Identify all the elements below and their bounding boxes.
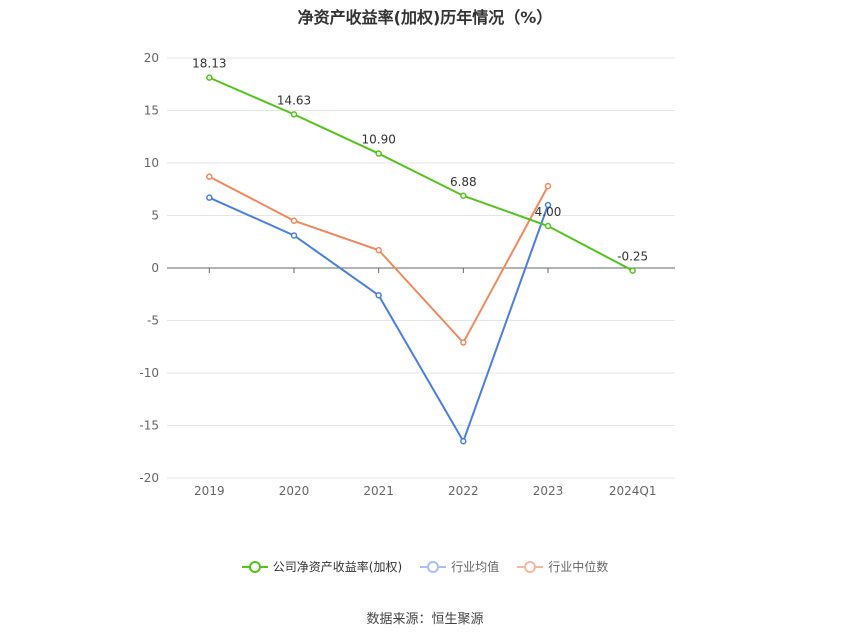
y-tick-label: 5 <box>151 209 159 223</box>
y-tick-label: -5 <box>147 314 159 328</box>
y-tick-label: 20 <box>144 51 159 65</box>
data-label: -0.25 <box>617 250 648 264</box>
legend-item-industry-median[interactable]: 行业中位数 <box>517 558 608 575</box>
x-tick-label: 2024Q1 <box>609 484 657 498</box>
chart-legend: 公司净资产收益率(加权) 行业均值 行业中位数 <box>0 558 850 575</box>
data-point <box>375 246 382 254</box>
data-point <box>375 292 382 299</box>
series-line <box>208 175 549 345</box>
x-tick-label: 2023 <box>533 484 564 498</box>
data-point <box>375 150 382 157</box>
data-point <box>460 339 467 346</box>
data-point <box>460 192 467 200</box>
data-label: 6.88 <box>450 175 477 189</box>
series-line <box>208 76 634 272</box>
data-point <box>544 222 552 230</box>
legend-line-icon <box>517 560 544 574</box>
x-tick-label: 2022 <box>448 484 479 498</box>
x-tick-label: 2020 <box>279 484 310 498</box>
x-tick-label: 2021 <box>363 484 394 498</box>
legend-label: 公司净资产收益率(加权) <box>272 560 403 574</box>
legend-item-industry-mean[interactable]: 行业均值 <box>420 558 499 575</box>
chart-title: 净资产收益率(加权)历年情况（%） <box>297 8 553 27</box>
data-label: 14.63 <box>277 93 311 107</box>
data-label: 10.90 <box>361 133 395 147</box>
y-tick-label: 15 <box>144 104 159 118</box>
legend-line-icon <box>241 560 268 574</box>
data-label: 4.00 <box>535 205 562 219</box>
data-point <box>206 173 213 180</box>
y-tick-label: 10 <box>144 156 159 170</box>
data-source-note: 数据来源：恒生聚源 <box>366 612 484 627</box>
legend-label: 行业均值 <box>451 560 500 574</box>
data-point <box>290 111 298 118</box>
data-point <box>629 267 636 274</box>
y-tick-label: -10 <box>139 366 159 380</box>
data-point <box>544 201 552 209</box>
legend-line-icon <box>420 560 447 574</box>
y-tick-label: -20 <box>139 471 159 485</box>
y-tick-label: 0 <box>151 261 159 275</box>
series-line <box>208 196 549 444</box>
data-point <box>290 232 298 239</box>
x-tick-label: 2019 <box>194 484 225 498</box>
data-point <box>544 182 552 190</box>
data-point <box>206 194 213 201</box>
data-point <box>206 74 213 81</box>
y-tick-label: -15 <box>139 419 159 433</box>
data-point <box>290 217 298 224</box>
legend-item-company-roe[interactable]: 公司净资产收益率(加权) <box>241 558 403 575</box>
data-point <box>460 438 467 445</box>
data-label: 18.13 <box>192 57 226 71</box>
legend-label: 行业中位数 <box>548 560 609 574</box>
